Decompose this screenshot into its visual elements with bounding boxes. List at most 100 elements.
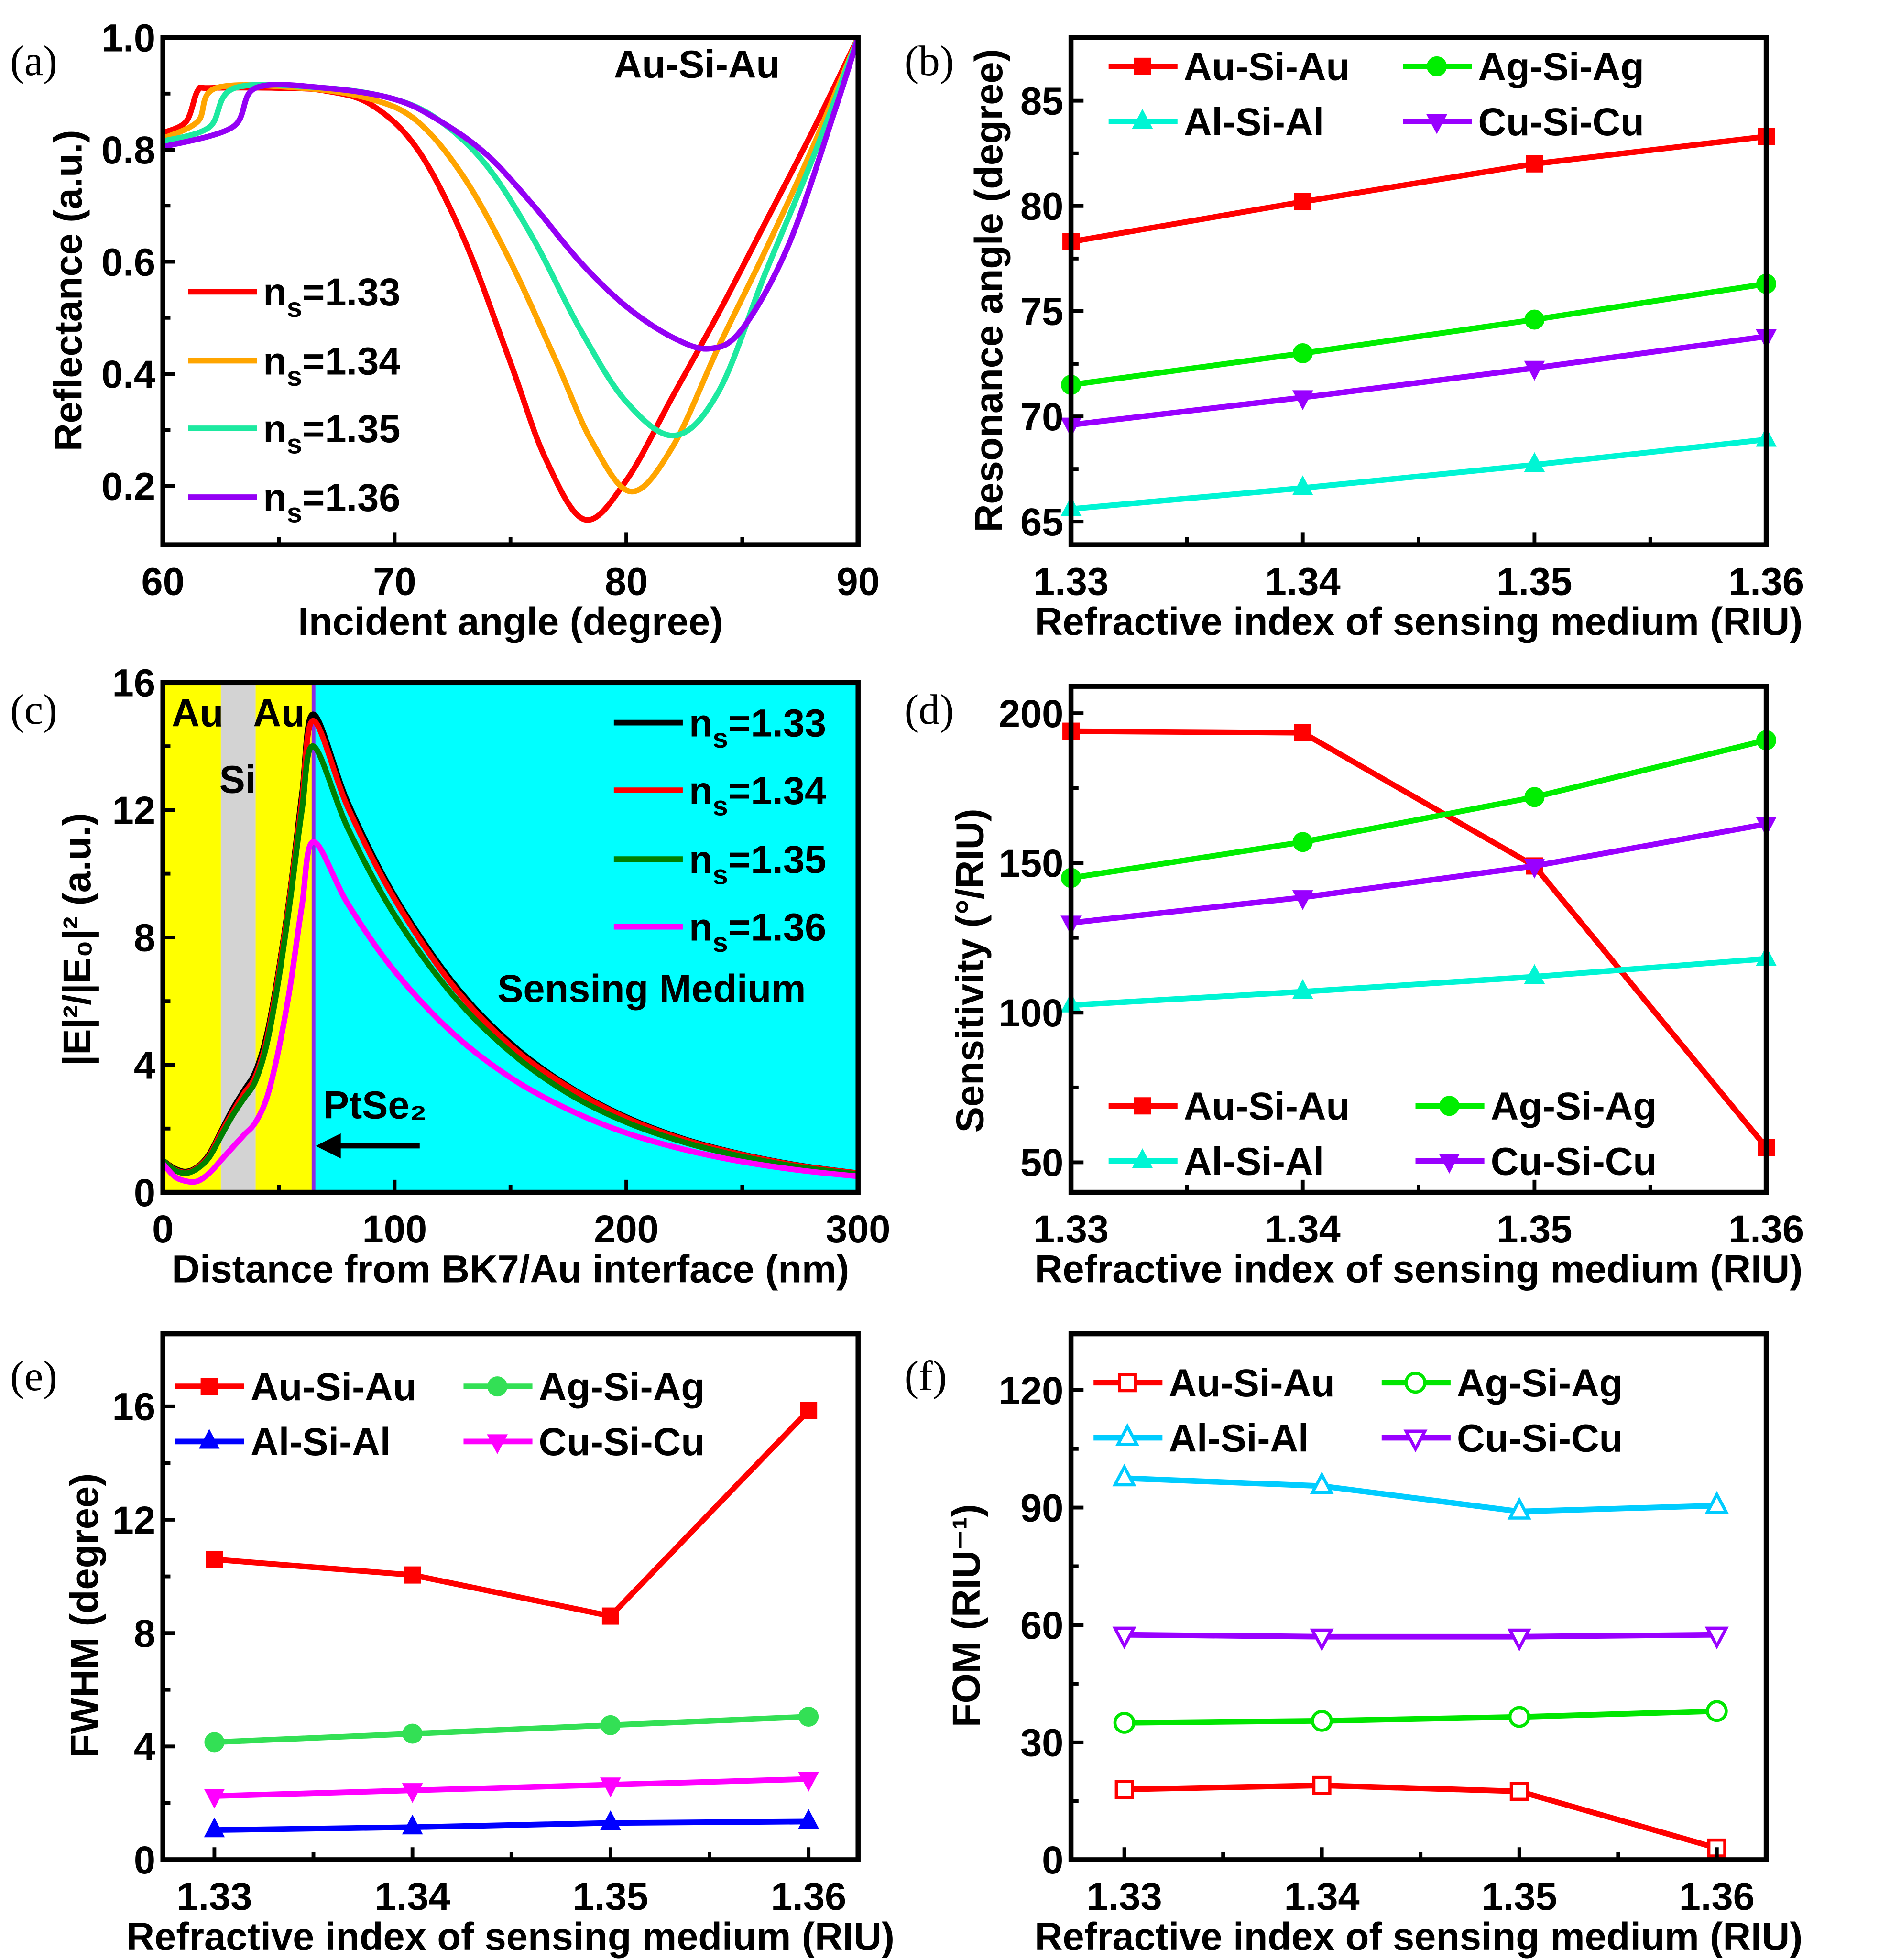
- circle-marker: [1508, 1706, 1530, 1728]
- x-tick-label: 1.36: [1728, 1208, 1804, 1251]
- y-tick-label: 16: [112, 662, 155, 705]
- series-line-Ag-Si-Ag: [1124, 1708, 1717, 1726]
- y-axis-label: Sensitivity (°/RIU): [949, 808, 992, 1132]
- circle-marker: [1439, 1096, 1460, 1116]
- triangle-down-marker: [1524, 360, 1545, 381]
- square-marker: [200, 1378, 218, 1395]
- circle-marker: [1113, 1711, 1136, 1734]
- x-tick-label: 80: [605, 560, 648, 603]
- y-tick-label: 1.0: [101, 16, 155, 60]
- triangle-down-marker: [1292, 390, 1313, 410]
- triangle-up-marker: [1132, 109, 1153, 129]
- circle-marker: [402, 1723, 423, 1744]
- square-marker: [1294, 193, 1311, 211]
- circle-marker: [1705, 1700, 1728, 1722]
- circle-marker: [1427, 56, 1447, 76]
- triangle-down-marker: [600, 1777, 621, 1797]
- region-label: Au: [253, 691, 305, 735]
- circle-marker: [204, 1732, 225, 1753]
- legend-label: Ag-Si-Ag: [1457, 1361, 1623, 1405]
- triangle-up-marker: [198, 1429, 220, 1449]
- plot-frame: [1068, 684, 1769, 1195]
- triangle-down-marker: [1292, 890, 1313, 910]
- y-tick-label: 100: [999, 991, 1063, 1035]
- triangle-up-marker: [1524, 964, 1545, 984]
- y-tick-label: 150: [999, 842, 1063, 885]
- y-tick-label: 0.2: [101, 465, 155, 508]
- series-line-Au-Si-Au: [1071, 133, 1767, 245]
- triangle-down-marker: [1439, 1154, 1460, 1174]
- x-tick-label: 1.36: [1728, 560, 1804, 603]
- triangle-up-marker: [204, 1817, 225, 1838]
- series-line-ns=1.36: [163, 37, 858, 352]
- x-tick-label: 100: [362, 1208, 427, 1251]
- panel-label: (e): [10, 1353, 57, 1400]
- triangle-up-marker: [1112, 1463, 1136, 1487]
- legend-label: ns=1.35: [263, 407, 400, 460]
- y-axis-label: |E|²/|E₀|² (a.u.): [55, 813, 99, 1066]
- series-line-Au-Si-Au: [214, 1408, 811, 1619]
- circle-marker: [487, 1376, 508, 1397]
- y-tick-label: 16: [112, 1385, 155, 1429]
- y-tick-label: 120: [999, 1369, 1063, 1413]
- y-tick-label: 12: [112, 789, 155, 832]
- series-line-Ag-Si-Ag: [1071, 737, 1767, 881]
- panel-label: (d): [905, 686, 954, 733]
- y-axis-label: FWHM (degree): [63, 1473, 106, 1758]
- triangle-up-marker: [1524, 452, 1545, 472]
- y-tick-label: 0.4: [101, 353, 155, 396]
- triangle-down-marker: [798, 1772, 819, 1792]
- triangle-down-marker: [487, 1434, 508, 1454]
- x-axis-label: Incident angle (degree): [298, 600, 723, 643]
- y-tick-label: 0: [134, 1839, 155, 1882]
- series-line-Cu-Si-Cu: [1071, 821, 1767, 926]
- legend-label: ns=1.33: [689, 701, 826, 754]
- region-label: Si: [219, 758, 256, 801]
- arrow-head-icon: [316, 1133, 341, 1159]
- triangle-up-marker: [1310, 1471, 1334, 1494]
- y-axis-label: Reflectance (a.u.): [46, 130, 90, 451]
- y-tick-label: 0.8: [101, 129, 155, 172]
- legend-label: Au-Si-Au: [1169, 1361, 1334, 1405]
- triangle-down-marker: [1310, 1628, 1334, 1652]
- legend-label: ns=1.34: [689, 769, 826, 822]
- triangle-down-marker: [1426, 114, 1447, 134]
- square-marker: [1312, 1775, 1332, 1795]
- panel-label: (f): [905, 1353, 947, 1400]
- x-tick-label: 1.33: [1087, 1875, 1162, 1918]
- series-line-Al-Si-Al: [1071, 956, 1767, 1008]
- triangle-up-marker: [600, 1810, 621, 1830]
- x-tick-label: 90: [837, 560, 880, 603]
- triangle-up-marker: [1292, 979, 1313, 999]
- x-tick-label: 1.35: [573, 1875, 648, 1918]
- x-tick-label: 1.35: [1482, 1875, 1557, 1918]
- x-axis-label: Refractive index of sensing medium (RIU): [1035, 1248, 1803, 1291]
- y-tick-label: 70: [1020, 395, 1063, 439]
- series-line-Cu-Si-Cu: [214, 1776, 809, 1799]
- circle-marker: [1524, 787, 1545, 807]
- chart-panel-c: Au Si Au Sensing Medium PtSe₂ 0 100 200 300 0 4 8 12…: [10, 662, 890, 1291]
- y-tick-label: 4: [134, 1725, 155, 1769]
- y-tick-label: 30: [1020, 1721, 1063, 1765]
- x-tick-label: 1.36: [1679, 1875, 1755, 1918]
- triangle-down-marker: [1507, 1628, 1531, 1652]
- circle-marker: [1524, 309, 1545, 330]
- y-tick-label: 12: [112, 1499, 155, 1542]
- circle-marker: [1311, 1710, 1333, 1732]
- panel-label: (a): [10, 38, 57, 85]
- triangle-up-marker: [1115, 1423, 1140, 1446]
- series-line-ns=1.35: [163, 743, 858, 1177]
- y-axis-label: Resonance angle (degree): [967, 49, 1011, 532]
- x-tick-label: 1.33: [1033, 1208, 1109, 1251]
- x-tick-label: 1.35: [1497, 560, 1572, 603]
- legend-label: ns=1.33: [263, 271, 400, 323]
- y-tick-label: 0.6: [101, 240, 155, 284]
- legend-label: ns=1.35: [689, 838, 826, 891]
- y-tick-label: 90: [1020, 1486, 1063, 1530]
- x-tick-label: 200: [594, 1208, 658, 1251]
- square-marker: [601, 1607, 619, 1625]
- x-axis-label: Refractive index of sensing medium (RIU): [1035, 1915, 1803, 1959]
- legend-label: Au-Si-Au: [1184, 45, 1350, 89]
- y-tick-label: 8: [134, 916, 155, 960]
